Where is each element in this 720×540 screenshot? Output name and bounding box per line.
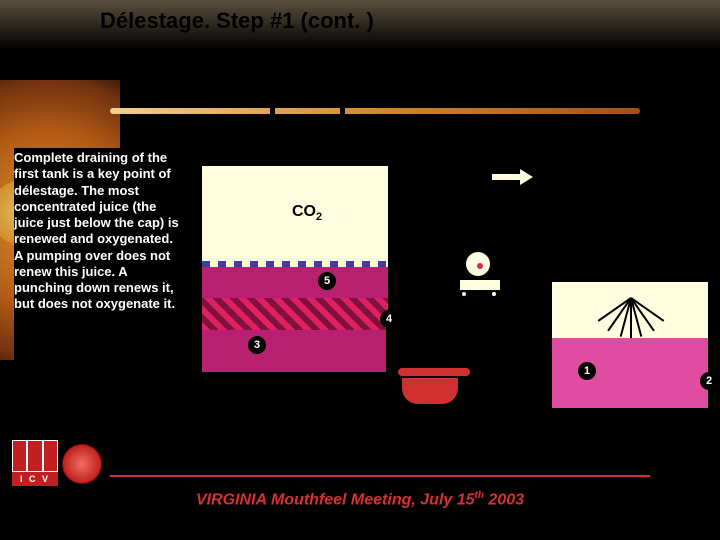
footer-post: 2003 [484,491,524,508]
co2-label: CO2 [292,203,322,223]
footer-sup: th [475,490,484,501]
icv-logo: I C V [12,440,58,486]
drain-bucket [400,368,460,406]
step-marker-5: 5 [318,272,336,290]
pipe-segment [500,240,505,375]
footer-pre: VIRGINIA Mouthfeel Meeting, July 15 [196,491,475,508]
tank1-surface [202,261,388,267]
decor-divider [110,108,640,114]
tank1-cap-hatch [202,298,388,330]
pipe-segment [500,240,640,245]
seal-logo [62,444,102,484]
step-marker-2: 2 [700,372,718,390]
icv-logo-text: I C V [12,472,58,486]
flow-arrow-icon [490,166,538,188]
spray-lines [630,298,632,300]
page-title: Délestage. Step #1 (cont. ) [100,8,374,34]
tank2-liquid [552,338,708,408]
step-marker-3: 3 [248,336,266,354]
explanation-text: Complete draining of the first tank is a… [14,148,184,420]
footer-divider [110,475,650,477]
footer-text: VIRGINIA Mouthfeel Meeting, July 15th 20… [0,490,720,509]
step-marker-1: 1 [578,362,596,380]
source-tank [200,164,390,374]
delestage-diagram: CO2 5 4 3 1 2 [190,150,710,430]
co2-text: CO [292,203,316,220]
step-marker-4: 4 [380,310,398,328]
co2-subscript: 2 [316,211,322,223]
